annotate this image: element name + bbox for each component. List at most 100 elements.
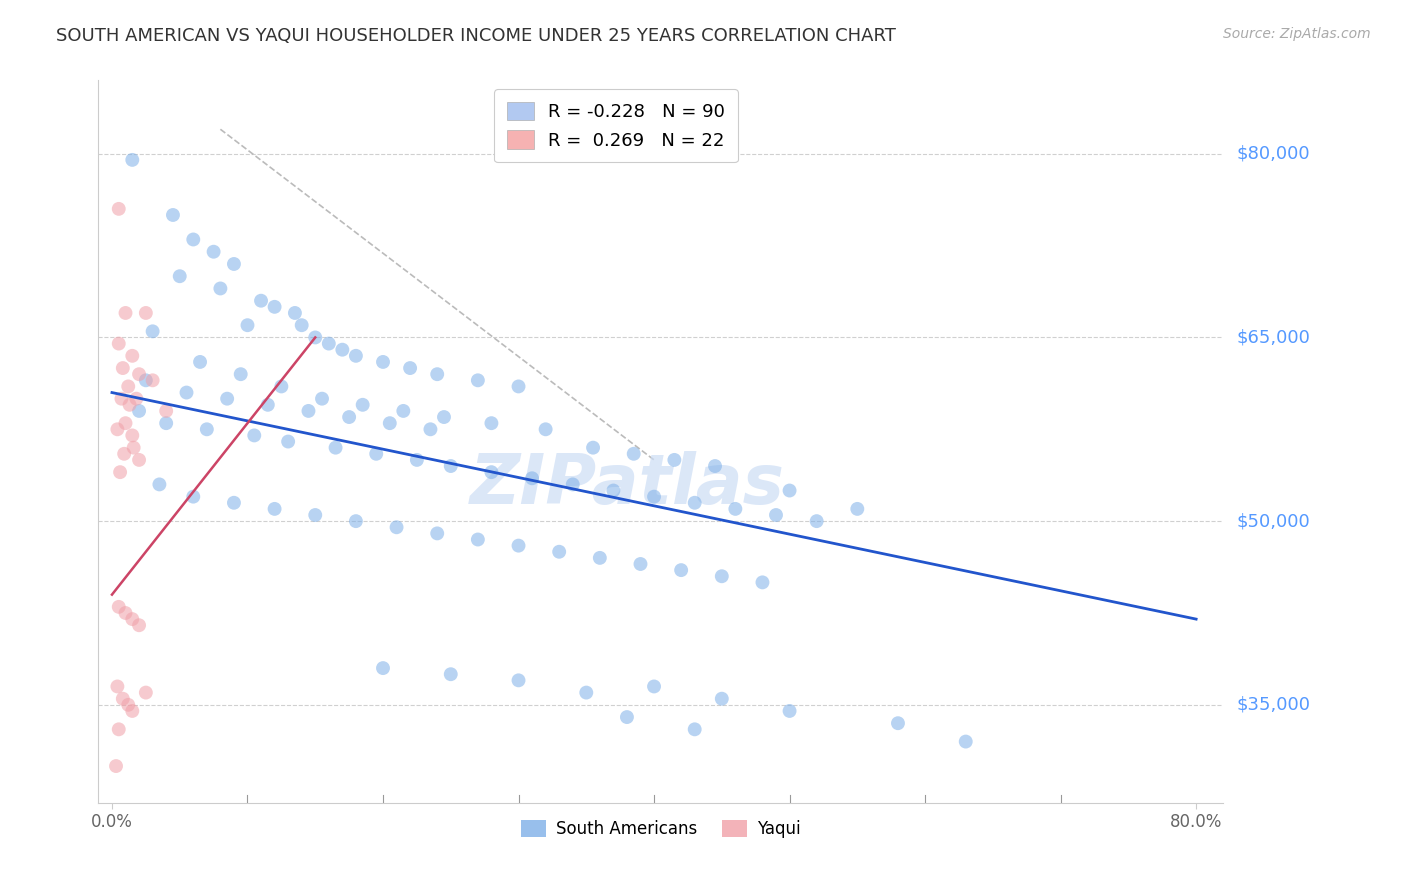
Point <box>284 306 307 320</box>
Point <box>582 441 605 455</box>
Point <box>114 416 136 430</box>
Point <box>392 404 415 418</box>
Point <box>114 606 136 620</box>
Text: $35,000: $35,000 <box>1237 696 1310 714</box>
Point <box>111 691 134 706</box>
Point <box>270 379 292 393</box>
Point <box>440 667 463 681</box>
Point <box>426 526 449 541</box>
Point <box>118 398 141 412</box>
Point <box>263 300 285 314</box>
Point <box>128 453 150 467</box>
Point <box>683 723 706 737</box>
Point <box>110 392 132 406</box>
Point <box>520 471 543 485</box>
Point <box>616 710 638 724</box>
Point <box>508 379 530 393</box>
Point <box>121 153 143 167</box>
Point <box>724 502 747 516</box>
Text: $65,000: $65,000 <box>1237 328 1310 346</box>
Point <box>304 330 326 344</box>
Point <box>105 680 128 694</box>
Text: $80,000: $80,000 <box>1237 145 1310 162</box>
Point <box>352 398 374 412</box>
Point <box>630 557 652 571</box>
Point <box>534 422 557 436</box>
Point <box>806 514 828 528</box>
Point <box>222 257 245 271</box>
Point <box>128 404 150 418</box>
Point <box>169 269 191 284</box>
Point <box>256 398 278 412</box>
Point <box>508 673 530 688</box>
Point <box>135 685 157 699</box>
Point <box>643 490 665 504</box>
Text: Source: ZipAtlas.com: Source: ZipAtlas.com <box>1223 27 1371 41</box>
Point <box>181 232 204 246</box>
Point <box>107 202 129 216</box>
Point <box>846 502 869 516</box>
Point <box>602 483 624 498</box>
Point <box>371 355 394 369</box>
Point <box>406 453 429 467</box>
Point <box>426 367 449 381</box>
Point <box>155 416 177 430</box>
Point <box>263 502 285 516</box>
Point <box>148 477 170 491</box>
Point <box>710 691 733 706</box>
Point <box>107 336 129 351</box>
Point <box>751 575 773 590</box>
Point <box>135 306 157 320</box>
Point <box>243 428 266 442</box>
Point <box>112 447 135 461</box>
Point <box>229 367 252 381</box>
Point <box>117 698 139 712</box>
Point <box>135 373 157 387</box>
Point <box>371 661 394 675</box>
Point <box>440 458 463 473</box>
Point <box>704 458 727 473</box>
Text: SOUTH AMERICAN VS YAQUI HOUSEHOLDER INCOME UNDER 25 YEARS CORRELATION CHART: SOUTH AMERICAN VS YAQUI HOUSEHOLDER INCO… <box>56 27 896 45</box>
Point <box>297 404 319 418</box>
Point <box>236 318 259 333</box>
Point <box>548 545 571 559</box>
Point <box>142 373 165 387</box>
Point <box>643 680 665 694</box>
Point <box>318 336 340 351</box>
Point <box>304 508 326 522</box>
Legend: South Americans, Yaqui: South Americans, Yaqui <box>515 814 807 845</box>
Point <box>181 490 204 504</box>
Point <box>366 447 388 461</box>
Point <box>433 410 456 425</box>
Point <box>125 392 148 406</box>
Point <box>779 704 801 718</box>
Point <box>311 392 333 406</box>
Point <box>217 392 239 406</box>
Point <box>128 367 150 381</box>
Point <box>561 477 583 491</box>
Point <box>142 324 165 338</box>
Point <box>344 349 367 363</box>
Point <box>467 373 489 387</box>
Text: $50,000: $50,000 <box>1237 512 1310 530</box>
Point <box>664 453 686 467</box>
Point <box>155 404 177 418</box>
Point <box>195 422 218 436</box>
Point <box>128 618 150 632</box>
Point <box>105 759 128 773</box>
Point <box>779 483 801 498</box>
Point <box>250 293 273 308</box>
Point <box>765 508 787 522</box>
Point <box>399 361 422 376</box>
Point <box>481 416 503 430</box>
Point <box>117 379 139 393</box>
Point <box>467 533 489 547</box>
Point <box>623 447 645 461</box>
Point <box>683 496 706 510</box>
Point <box>481 465 503 479</box>
Point <box>121 428 143 442</box>
Point <box>291 318 314 333</box>
Point <box>121 612 143 626</box>
Point <box>419 422 441 436</box>
Point <box>122 441 145 455</box>
